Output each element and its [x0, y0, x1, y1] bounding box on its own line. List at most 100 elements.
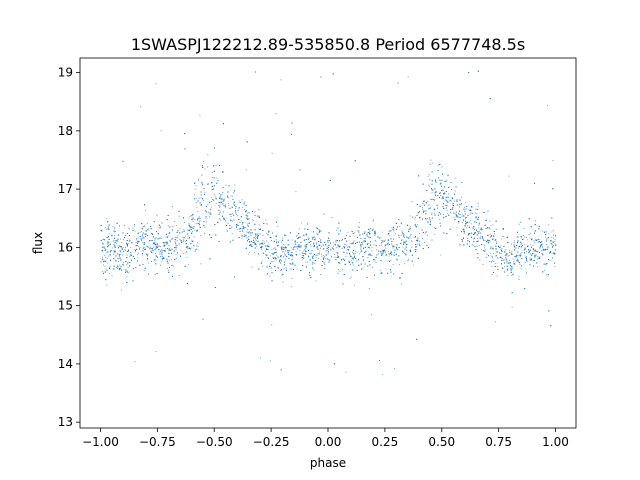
data-point [440, 195, 442, 196]
data-point [127, 243, 129, 245]
data-point [241, 237, 243, 239]
data-point [514, 250, 516, 251]
data-point [398, 255, 400, 257]
data-point [348, 260, 350, 262]
data-point [268, 251, 270, 253]
data-point [517, 255, 519, 257]
data-point [544, 236, 546, 238]
data-point [192, 217, 194, 219]
data-point [332, 241, 334, 243]
data-point [236, 229, 238, 231]
data-point [552, 237, 554, 239]
data-point [352, 251, 353, 253]
data-point [256, 237, 258, 238]
data-point [391, 227, 393, 229]
data-point [508, 262, 510, 264]
data-point [285, 258, 287, 260]
data-point [368, 254, 370, 256]
data-point [196, 211, 198, 213]
data-point [372, 266, 374, 268]
data-point [493, 261, 495, 262]
data-point [308, 256, 310, 258]
data-point [194, 194, 195, 196]
data-point [532, 244, 534, 246]
data-point [514, 240, 515, 242]
data-point [487, 239, 489, 241]
data-point [169, 232, 171, 234]
data-point [161, 251, 163, 253]
data-point [543, 270, 545, 272]
data-point [484, 250, 485, 252]
data-point [362, 240, 364, 242]
data-point [228, 197, 230, 199]
data-point [274, 256, 276, 258]
data-point [458, 213, 460, 215]
data-point [284, 264, 285, 266]
data-point [120, 245, 121, 247]
data-point [491, 256, 493, 257]
data-point [504, 266, 505, 268]
data-point [523, 228, 525, 229]
data-point [272, 257, 274, 258]
data-point [455, 186, 457, 188]
data-point [434, 234, 436, 235]
data-point [111, 275, 113, 277]
data-point [554, 238, 556, 240]
data-point [283, 268, 285, 270]
data-point [424, 210, 426, 212]
data-point [230, 195, 232, 197]
data-point [382, 373, 384, 375]
data-point [521, 245, 523, 247]
data-point [118, 247, 119, 249]
data-point [173, 221, 175, 222]
data-point [143, 270, 145, 271]
data-point [387, 260, 389, 262]
data-point [275, 113, 277, 115]
data-point [441, 166, 443, 168]
data-point [455, 216, 457, 218]
data-point [138, 252, 139, 254]
data-point [431, 192, 433, 194]
data-point [334, 256, 336, 258]
data-point [423, 211, 424, 213]
data-point [402, 233, 404, 235]
data-point [517, 247, 519, 249]
data-point [413, 264, 415, 266]
data-point [307, 236, 309, 238]
data-point [167, 236, 168, 238]
data-point [520, 236, 522, 237]
data-point [477, 237, 479, 239]
data-point [269, 237, 271, 239]
data-point [345, 371, 347, 373]
data-point [260, 247, 262, 249]
data-point [214, 177, 215, 179]
data-point [480, 229, 481, 230]
data-point [133, 268, 134, 270]
data-point [411, 260, 413, 262]
data-point [393, 230, 395, 232]
data-point [271, 240, 272, 241]
data-point [281, 241, 282, 243]
data-point [472, 238, 474, 240]
data-point [174, 241, 176, 243]
data-point [106, 252, 108, 254]
data-point [164, 241, 166, 243]
data-point [401, 283, 402, 285]
data-point [276, 251, 277, 253]
data-point [195, 185, 197, 187]
data-point [465, 220, 466, 222]
data-point [306, 229, 308, 231]
data-point [246, 237, 248, 239]
data-point [319, 244, 321, 246]
data-point [534, 230, 536, 232]
data-point [541, 253, 543, 254]
data-point [148, 246, 150, 248]
data-point [259, 233, 261, 235]
data-point [354, 284, 356, 286]
data-point [113, 253, 114, 255]
data-point [514, 263, 516, 265]
data-point [531, 255, 533, 256]
data-point [324, 267, 326, 269]
data-point [216, 177, 218, 179]
data-point [294, 264, 296, 266]
